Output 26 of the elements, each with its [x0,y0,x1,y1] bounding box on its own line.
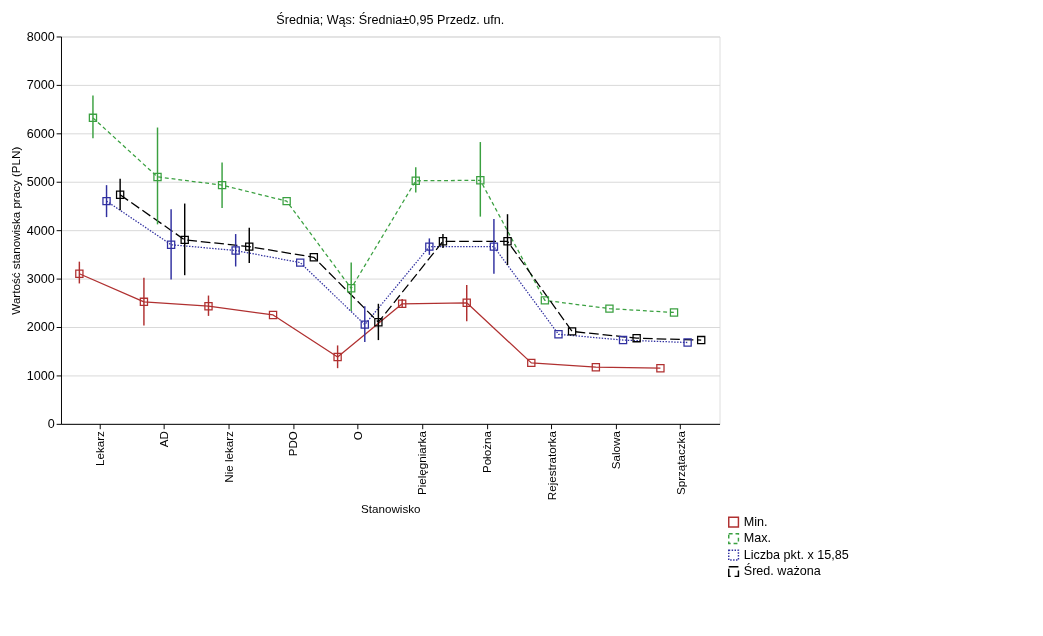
x-tick-label: Rejestratorka [544,430,558,501]
x-tick-label: Sprzątaczka [673,430,687,496]
x-tick-label: Położna [479,430,493,474]
x-tick-label: Salowa [609,430,623,470]
legend-label: Max. [743,531,772,546]
legend-label: Min. [743,515,768,530]
y-tick-label: 5000 [26,175,55,190]
legend-label: Liczba pkt. x 15,85 [743,547,849,562]
y-tick-label: 3000 [26,271,55,286]
y-tick-label: 0 [47,417,55,432]
y-tick-label: 1000 [26,368,55,383]
y-tick-label: 8000 [26,29,55,44]
y-tick-label: 7000 [26,78,55,93]
y-axis-title: Wartość stanowiska pracy (PLN) [8,146,22,315]
x-tick-label: AD [157,431,171,448]
x-tick-label: Pielęgniarka [415,430,429,496]
y-tick-label: 4000 [26,223,55,238]
x-axis-title: Stanowisko [361,501,421,515]
x-tick-label: Lekarz [92,430,106,466]
x-tick-label: PDO [286,431,300,457]
y-tick-label: 2000 [26,320,55,335]
y-tick-label: 6000 [26,126,55,141]
x-tick-label: O [350,431,364,441]
chart-title: Średnia; Wąs: Średnia±0,95 Przedz. ufn. [276,11,505,27]
x-tick-label: Nie lekarz [221,430,235,483]
legend-label: Śred. ważona [743,563,821,579]
